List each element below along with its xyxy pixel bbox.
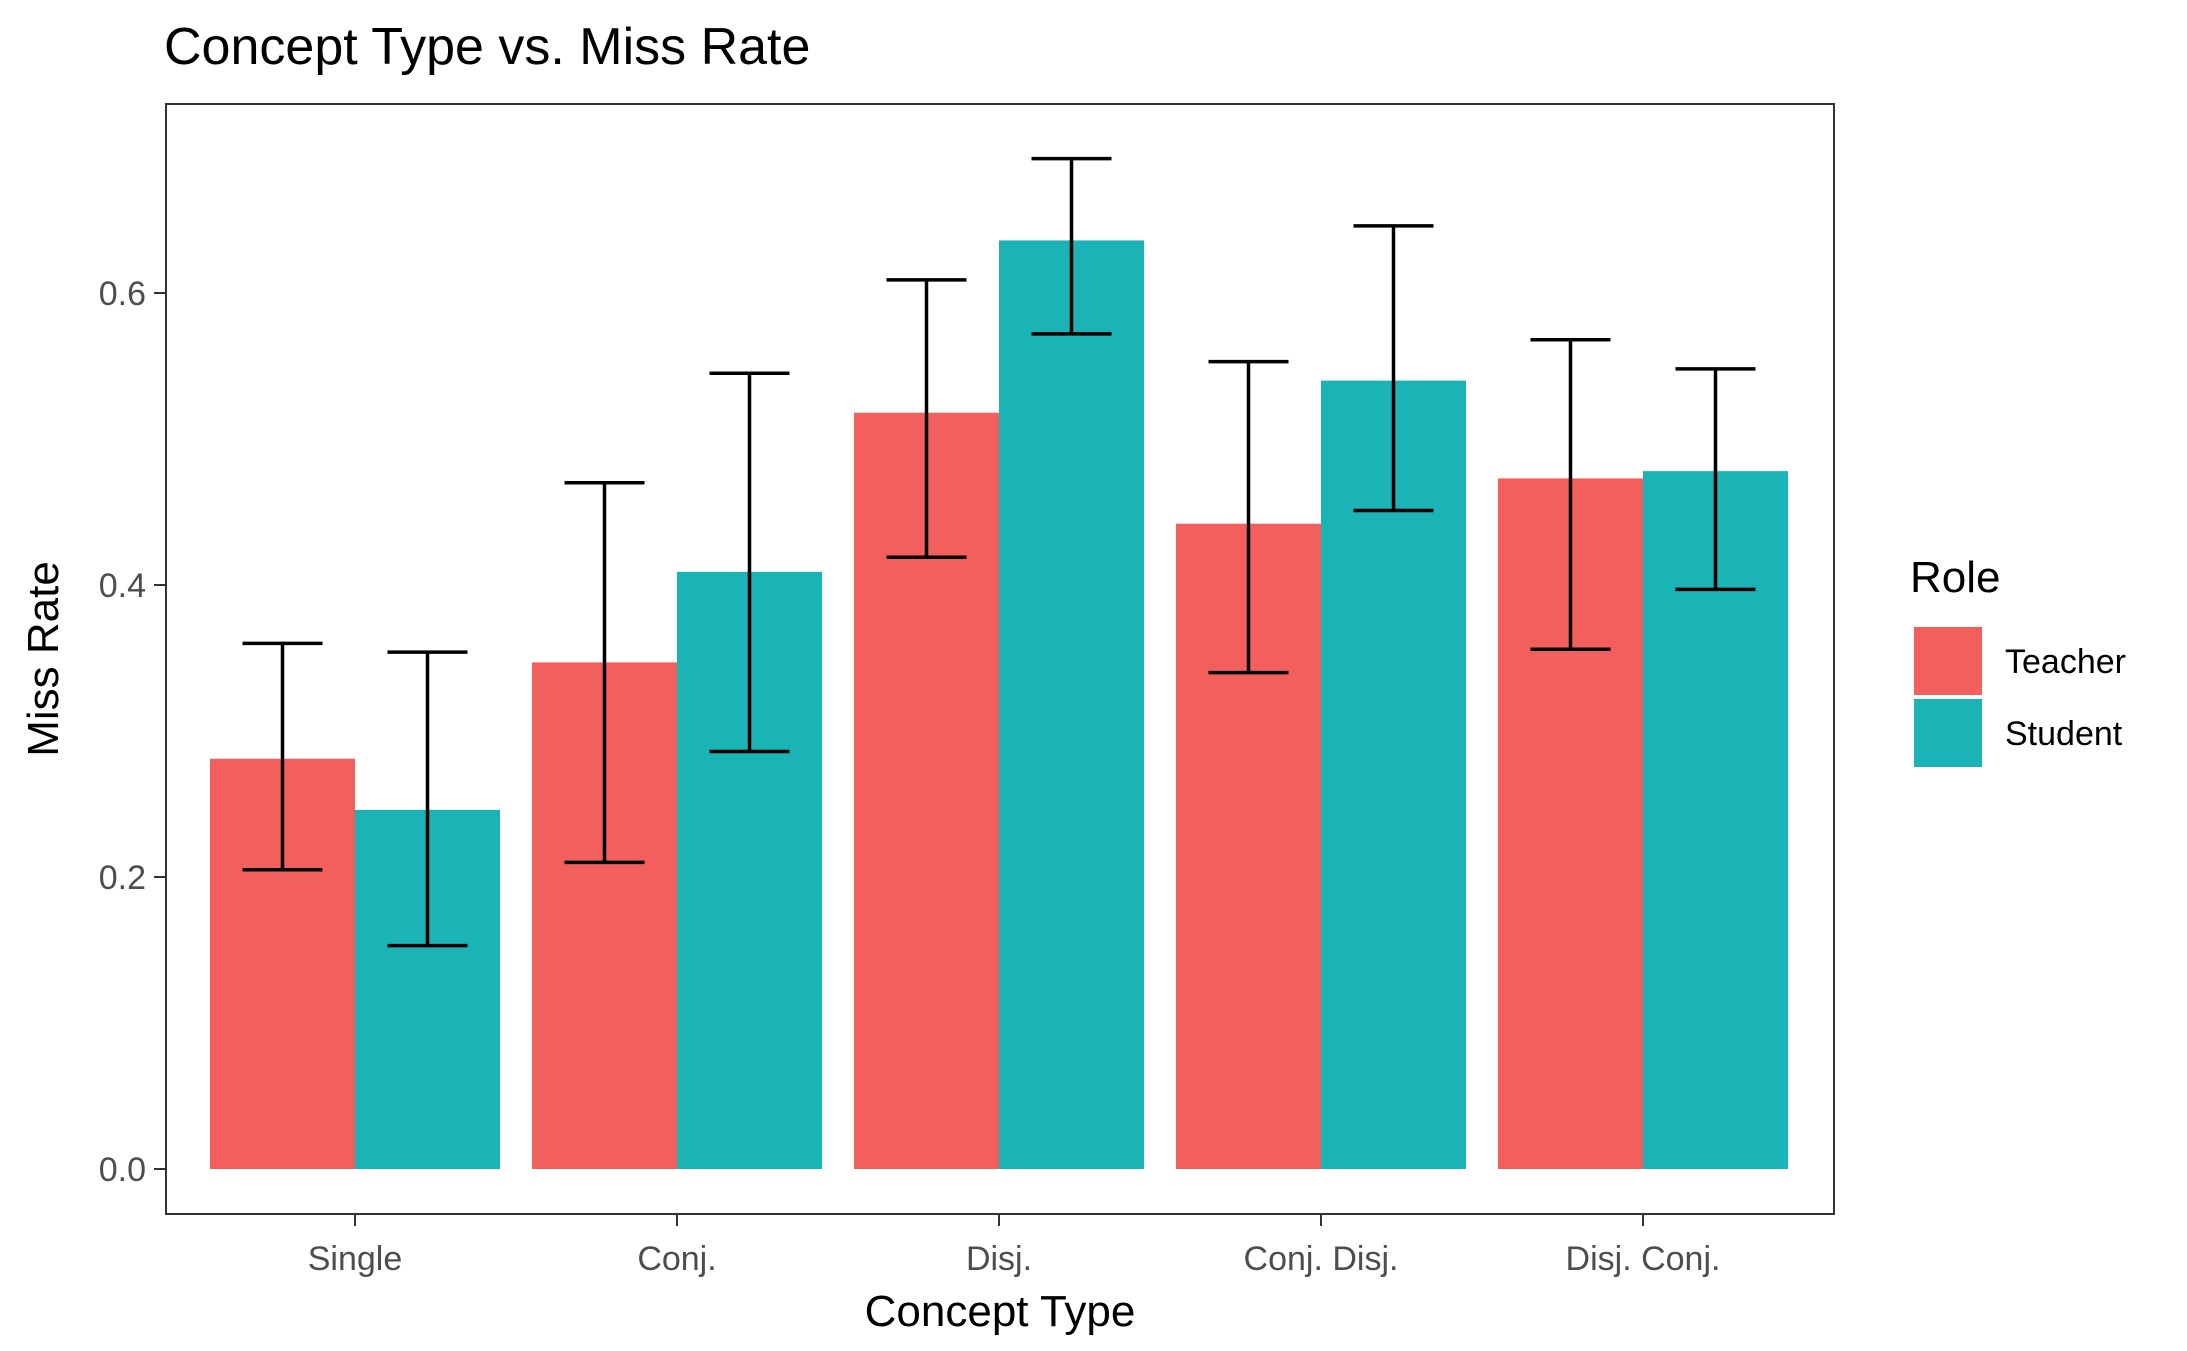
x-tick-label: Disj. Conj. (1566, 1240, 1721, 1278)
y-tick-label: 0.4 (99, 567, 146, 605)
legend-label-teacher: Teacher (2005, 643, 2126, 681)
y-axis: 0.0 0.2 0.4 0.6 (99, 275, 166, 1189)
y-tick-label: 0.6 (99, 275, 146, 313)
y-tick-label: 0.2 (99, 859, 146, 897)
chart-title: Concept Type vs. Miss Rate (164, 18, 810, 76)
x-tick-label: Conj. Disj. (1244, 1240, 1399, 1278)
y-tick-label: 0.0 (99, 1151, 146, 1189)
x-tick-label: Single (308, 1240, 403, 1278)
error-bars-layer (242, 156, 1756, 948)
x-axis: Single Conj. Disj. Conj. Disj. Disj. Conj. (308, 1214, 1721, 1278)
x-tick-label: Conj. (637, 1240, 716, 1278)
bar-student-2 (999, 240, 1144, 1169)
x-tick-label: Disj. (966, 1240, 1032, 1278)
legend-key-student (1914, 699, 1982, 767)
legend-key-teacher (1914, 627, 1982, 695)
x-axis-title: Concept Type (865, 1287, 1136, 1336)
legend-title: Role (1910, 553, 2001, 602)
legend-label-student: Student (2005, 715, 2123, 753)
y-axis-title: Miss Rate (19, 561, 68, 757)
legend: Role Teacher Student (1910, 553, 2126, 767)
